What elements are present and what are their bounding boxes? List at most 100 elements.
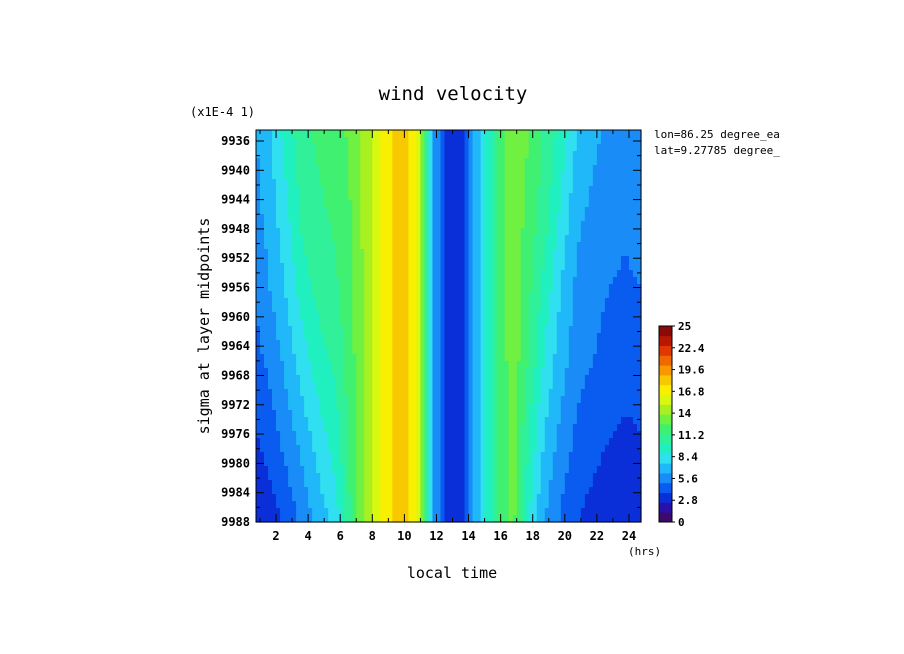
heat-cell (584, 284, 590, 292)
heat-cell (536, 277, 542, 285)
heat-cell (532, 326, 538, 334)
heat-cell (324, 403, 329, 411)
heat-cell (596, 130, 602, 138)
heat-cell (344, 151, 349, 159)
heat-cell (356, 130, 361, 138)
heat-cell (396, 298, 401, 306)
heat-cell (364, 221, 369, 229)
heat-cell (384, 193, 389, 201)
heat-cell (504, 270, 510, 278)
heat-cell (556, 214, 562, 222)
heat-cell (492, 347, 498, 355)
heat-cell (456, 347, 462, 355)
heat-cell (348, 368, 353, 376)
heat-cell (308, 361, 313, 369)
heat-cell (596, 480, 602, 488)
heat-cell (316, 263, 321, 271)
heat-cell (584, 480, 590, 488)
heat-cell (400, 186, 405, 194)
heat-cell (276, 312, 281, 320)
heat-cell (348, 130, 353, 138)
heat-cell (488, 151, 494, 159)
heat-cell (432, 249, 438, 257)
heat-cell (268, 305, 273, 313)
heat-cell (588, 480, 594, 488)
heat-cell (508, 277, 514, 285)
heat-cell (612, 200, 618, 208)
heat-cell (260, 417, 265, 425)
heat-cell (620, 235, 626, 243)
heat-cell (264, 158, 269, 166)
heat-cell (336, 431, 341, 439)
heat-cell (480, 438, 486, 446)
heat-cell (280, 403, 285, 411)
heat-cell (472, 452, 478, 460)
heat-cell (384, 312, 389, 320)
heat-cell (328, 403, 333, 411)
heat-cell (400, 354, 405, 362)
heat-cell (312, 431, 317, 439)
heat-cell (472, 326, 478, 334)
heat-cell (440, 214, 446, 222)
heat-cell (568, 452, 574, 460)
heat-cell (360, 375, 365, 383)
heat-cell (300, 228, 305, 236)
heat-cell (464, 242, 470, 250)
heat-cell (500, 291, 506, 299)
heat-cell (308, 291, 313, 299)
heat-cell (520, 214, 526, 222)
heat-cell (616, 179, 622, 187)
heat-cell (380, 312, 385, 320)
heat-cell (448, 228, 454, 236)
heat-cell (636, 487, 642, 495)
heat-cell (488, 263, 494, 271)
heat-cell (508, 396, 514, 404)
heat-cell (616, 214, 622, 222)
heat-cell (256, 277, 261, 285)
heat-cell (456, 256, 462, 264)
heat-cell (580, 354, 586, 362)
heat-cell (296, 375, 301, 383)
heat-cell (268, 459, 273, 467)
heat-cell (408, 256, 414, 264)
heat-cell (448, 298, 454, 306)
heat-cell (496, 340, 502, 348)
heat-cell (448, 200, 454, 208)
heat-cell (632, 151, 638, 159)
heat-cell (424, 340, 430, 348)
heat-cell (520, 158, 526, 166)
heat-cell (420, 130, 426, 138)
heat-cell (400, 242, 405, 250)
heat-cell (440, 361, 446, 369)
heat-cell (524, 172, 530, 180)
heat-cell (368, 221, 373, 229)
heat-cell (564, 389, 570, 397)
heat-cell (384, 242, 389, 250)
heat-cell (564, 144, 570, 152)
heat-cell (280, 158, 285, 166)
heat-cell (396, 396, 401, 404)
heat-cell (500, 417, 506, 425)
heat-cell (564, 326, 570, 334)
heat-cell (424, 200, 430, 208)
heat-cell (364, 424, 369, 432)
heat-cell (392, 263, 397, 271)
heat-cell (388, 403, 393, 411)
heat-cell (488, 214, 494, 222)
heat-cell (460, 186, 466, 194)
heat-cell (260, 312, 265, 320)
heat-cell (636, 305, 642, 313)
heat-cell (348, 235, 353, 243)
heat-cell (292, 158, 297, 166)
heat-cell (284, 137, 289, 145)
heat-cell (524, 410, 530, 418)
heat-cell (324, 179, 329, 187)
heat-cell (268, 214, 273, 222)
heat-cell (476, 137, 482, 145)
heat-cell (452, 130, 458, 138)
heat-cell (460, 207, 466, 215)
heat-cell (584, 193, 590, 201)
heat-cell (496, 361, 502, 369)
heat-cell (320, 438, 325, 446)
heat-cell (496, 144, 502, 152)
